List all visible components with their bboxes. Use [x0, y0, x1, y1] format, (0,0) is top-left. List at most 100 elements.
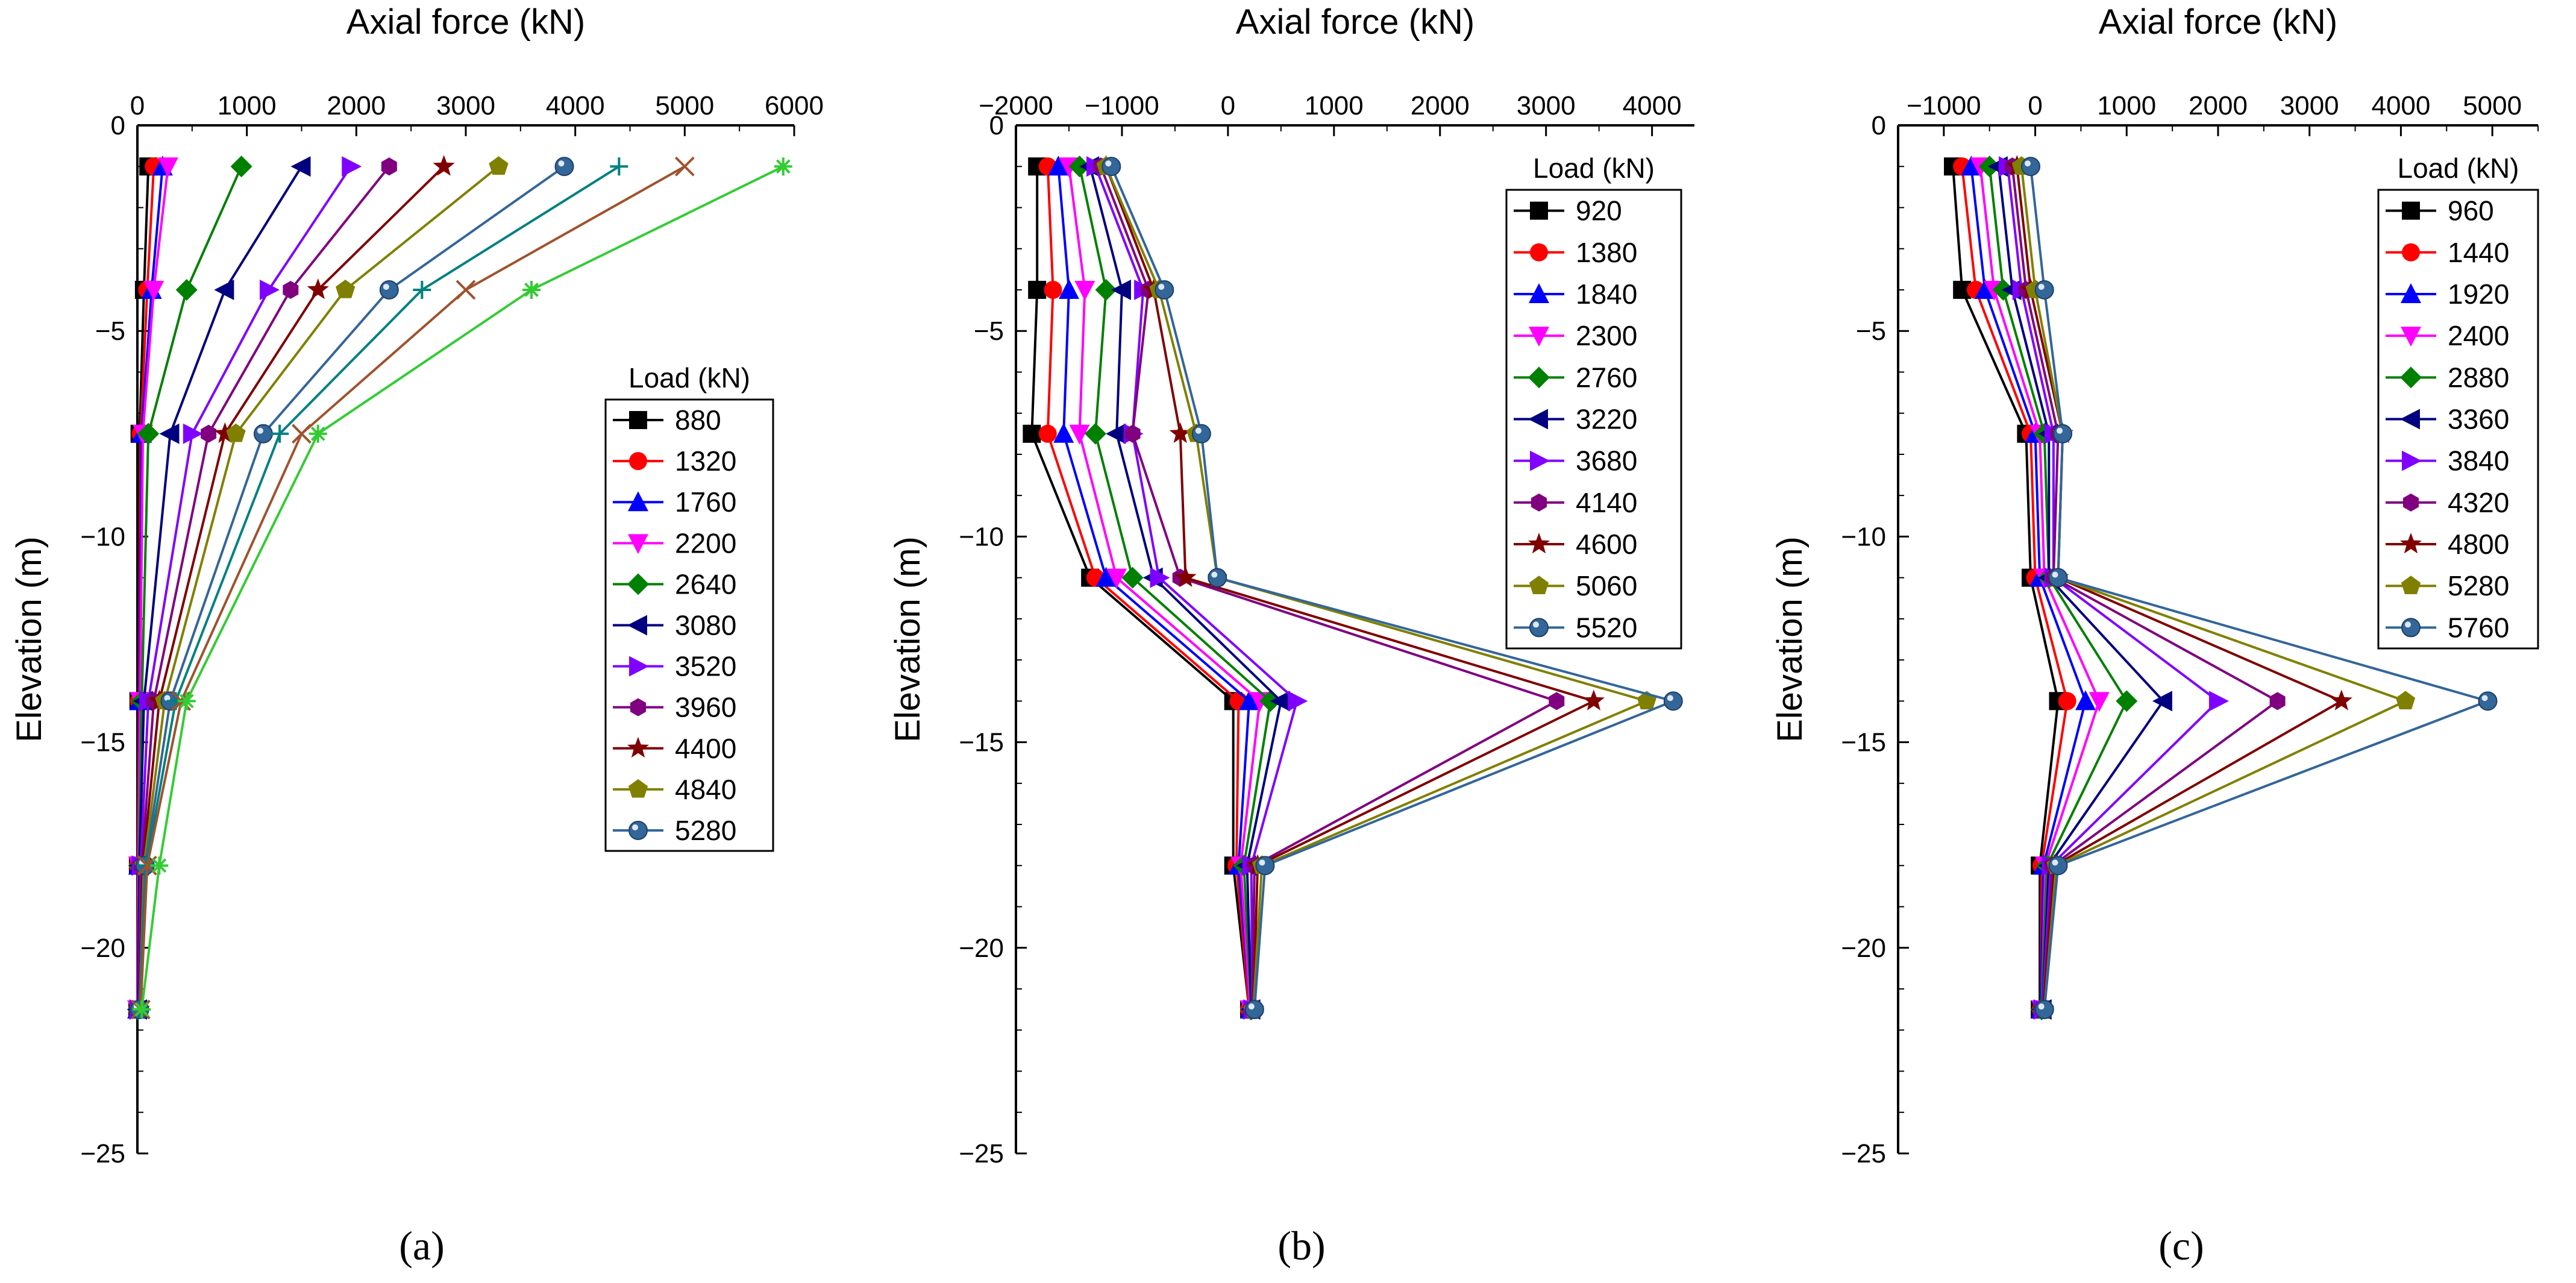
- x-tick-label: 1000: [1305, 91, 1364, 121]
- x-tick-label: 4000: [546, 91, 605, 121]
- legend-entry: 3360: [2386, 404, 2509, 435]
- legend-label: 1440: [2448, 237, 2509, 268]
- data-point: [2048, 568, 2068, 588]
- data-point: [2034, 280, 2054, 300]
- data-point: [143, 280, 165, 301]
- legend-marker: [629, 656, 649, 677]
- legend-label: 2760: [1576, 362, 1637, 393]
- legend-marker: [629, 452, 647, 471]
- data-point: [1038, 424, 1057, 443]
- legend-marker: [2399, 533, 2422, 554]
- y-tick-label: −10: [80, 522, 125, 551]
- legend-entry: 5520: [1514, 612, 1637, 643]
- data-point: [2395, 691, 2416, 710]
- data-point: [137, 422, 160, 445]
- data-point: [177, 692, 196, 711]
- series-line: [139, 165, 620, 1010]
- legend-marker: [2403, 493, 2419, 512]
- legend-label: 5760: [2448, 612, 2509, 643]
- data-point: [1191, 424, 1211, 444]
- legend-marker: [2401, 327, 2421, 347]
- legend-entry: 4800: [2386, 529, 2509, 560]
- data-point: [1150, 567, 1170, 588]
- legend-marker: [1531, 493, 1547, 512]
- legend-label: 920: [1576, 195, 1622, 227]
- x-tick-label: 1000: [2097, 91, 2156, 121]
- legend: Load (kN) 880 1320 1760 2200 2640 3080 3520 3960…: [604, 362, 774, 852]
- y-tick-label: −20: [1841, 933, 1886, 963]
- legend-label: 5060: [1576, 570, 1637, 601]
- legend-label: 4400: [675, 733, 736, 764]
- data-point: [1102, 157, 1121, 177]
- legend-marker: [630, 698, 646, 717]
- data-point: [2116, 690, 2138, 712]
- legend-marker: [1529, 327, 1549, 347]
- data-point: [381, 157, 397, 176]
- legend-entry: 4600: [1514, 529, 1637, 560]
- legend-label: 960: [2448, 195, 2494, 227]
- data-point: [1058, 278, 1079, 299]
- series-extra-13: [133, 157, 792, 1019]
- y-tick-label: 0: [1872, 111, 1886, 140]
- data-point: [157, 157, 178, 178]
- data-point: [610, 157, 628, 176]
- x-tick-label: 3000: [1517, 91, 1576, 121]
- legend-label: 3680: [1576, 445, 1637, 477]
- data-point: [2152, 691, 2172, 712]
- x-tick-label: 4000: [1623, 91, 1682, 121]
- legend-label: 880: [675, 404, 721, 436]
- legend-entry: 3520: [613, 651, 736, 682]
- x-tick-label: −1000: [1907, 91, 1981, 121]
- legend-marker: [1528, 409, 1548, 430]
- series-3520: [129, 156, 362, 1020]
- data-point: [2478, 691, 2498, 711]
- legend-marker: [1530, 450, 1550, 471]
- data-point: [342, 156, 362, 177]
- data-point: [456, 280, 476, 300]
- legend-entry: 5280: [613, 815, 736, 846]
- x-tick-label: 3000: [436, 91, 495, 121]
- legend-label: 1380: [1576, 237, 1637, 268]
- legend-label: 4600: [1576, 529, 1637, 560]
- data-point: [159, 423, 180, 444]
- data-point: [1270, 691, 1290, 712]
- legend-entry: 960: [2386, 195, 2494, 227]
- data-point: [2075, 690, 2096, 711]
- legend-entry: 1320: [613, 445, 736, 477]
- y-tick-label: −15: [80, 728, 125, 758]
- caption-c: (c): [2158, 1223, 2204, 1269]
- data-point: [214, 279, 234, 300]
- panel-c: −1000 0 1000 2000 3000 4000 5000 0 −5 −10 −15 −20 −2…: [1770, 2, 2539, 1169]
- legend-label: 5280: [675, 815, 736, 846]
- legend-marker: [2400, 366, 2422, 389]
- legend-marker: [1530, 201, 1548, 220]
- y-tick-label: 0: [111, 111, 125, 140]
- data-point: [1044, 280, 1062, 299]
- data-point: [307, 278, 329, 300]
- legend-marker: [1530, 243, 1548, 262]
- legend-label: 2640: [675, 568, 736, 600]
- data-point: [554, 157, 574, 177]
- legend-marker: [2402, 450, 2422, 471]
- legend-marker: [628, 491, 648, 512]
- legend-label: 5520: [1576, 612, 1637, 643]
- y-tick-label: −15: [959, 728, 1004, 758]
- series-5520: [1102, 157, 1683, 1020]
- y-tick-label: −20: [80, 933, 125, 963]
- data-point: [2209, 691, 2229, 712]
- legend-marker: [1529, 576, 1549, 594]
- legend-label: 3360: [2448, 404, 2509, 435]
- x-tick-label: 0: [2028, 91, 2042, 121]
- legend-label: 1920: [2448, 278, 2509, 310]
- data-point: [1549, 692, 1565, 711]
- data-point: [1663, 691, 1683, 711]
- data-point: [283, 280, 299, 299]
- legend-label: 3520: [675, 651, 736, 682]
- data-point: [1155, 280, 1174, 300]
- legend-marker: [1529, 618, 1549, 638]
- legend-entry: 5280: [2386, 570, 2509, 601]
- caption-a: (a): [399, 1223, 444, 1269]
- x-tick-label: 2000: [327, 91, 386, 121]
- legend-entry: 920: [1514, 195, 1622, 227]
- data-point: [674, 156, 695, 177]
